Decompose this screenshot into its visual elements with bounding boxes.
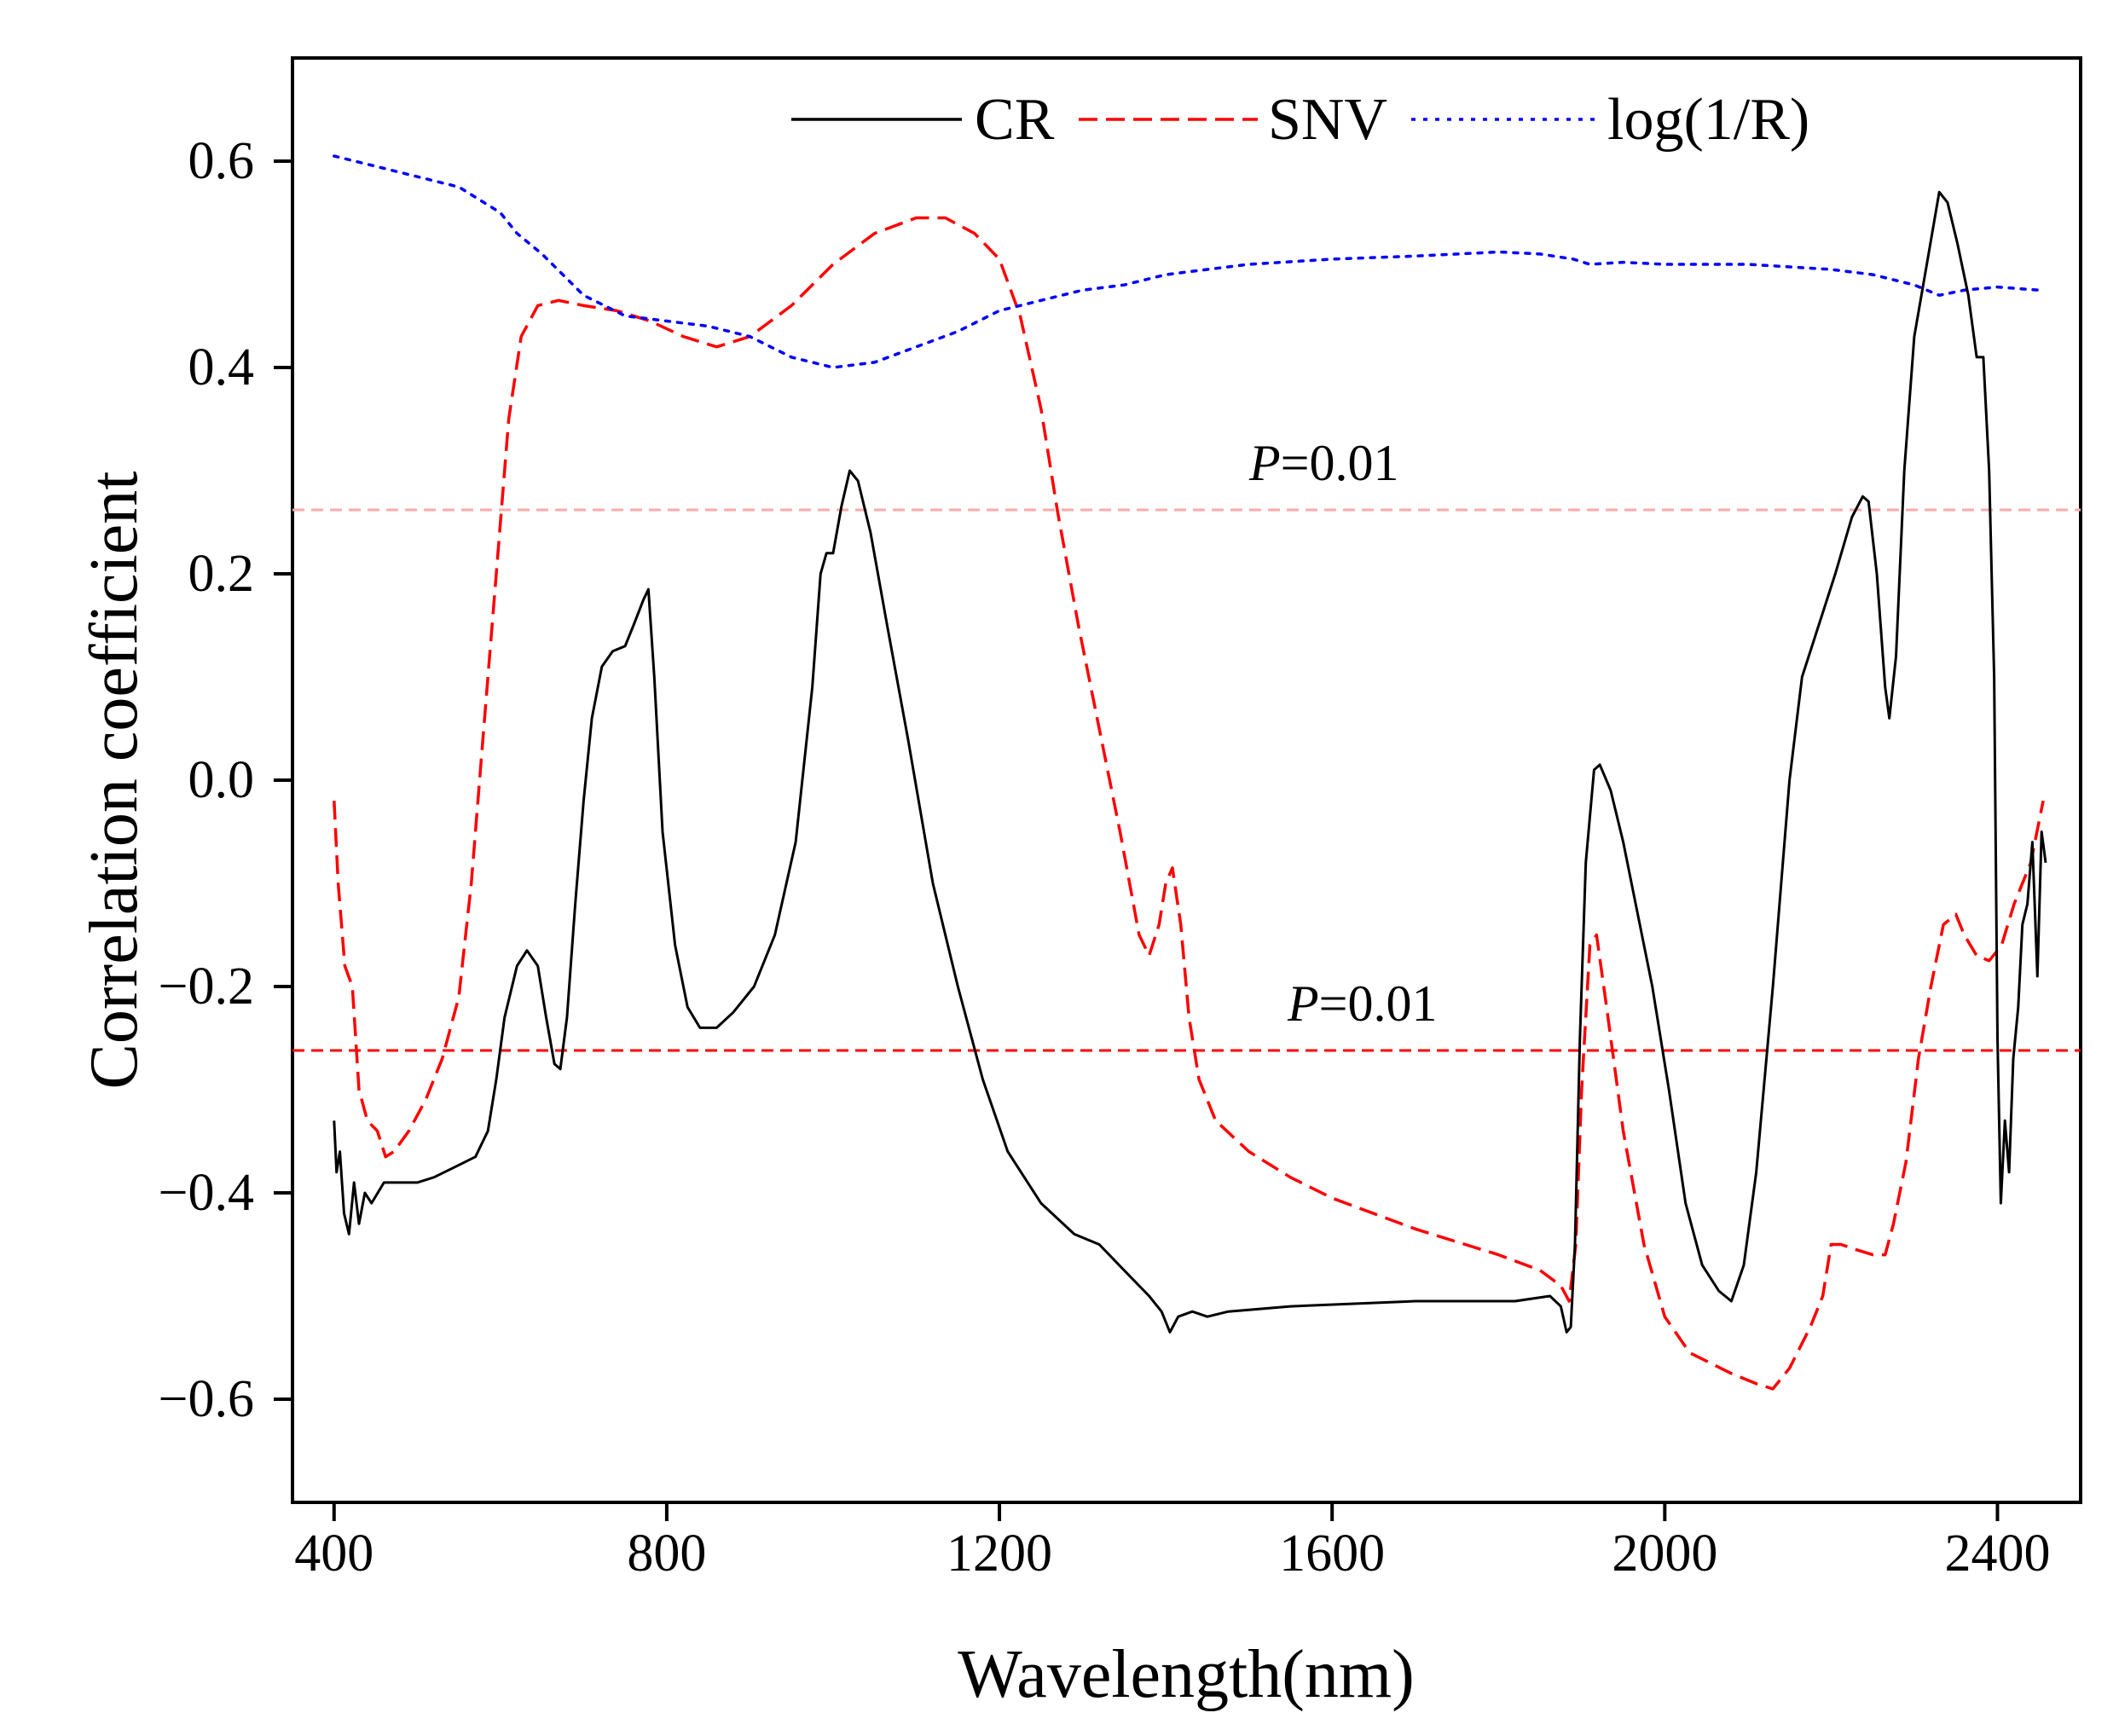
y-tick-label: −0.6 bbox=[159, 1370, 254, 1428]
legend-label: SNV bbox=[1268, 87, 1387, 153]
series-lines bbox=[333, 154, 2047, 1391]
series-line-log1r bbox=[333, 154, 2041, 369]
legend-label: CR bbox=[975, 87, 1055, 153]
y-tick-label: −0.4 bbox=[159, 1164, 254, 1222]
y-tick-label: 0.4 bbox=[188, 339, 255, 396]
x-axis-title: Wavelength(nm) bbox=[958, 1637, 1415, 1712]
x-tick-label: 1600 bbox=[1279, 1525, 1385, 1583]
reference-label: P=0.01 bbox=[1248, 435, 1399, 491]
x-tick-label: 400 bbox=[294, 1525, 373, 1583]
y-tick-label: 0.2 bbox=[188, 545, 255, 603]
reference-label: P=0.01 bbox=[1287, 975, 1438, 1032]
x-tick-label: 2400 bbox=[1944, 1525, 2050, 1583]
y-axis-title: Correlation coefficient bbox=[77, 472, 152, 1090]
x-tick-label: 2000 bbox=[1612, 1525, 1717, 1583]
x-tick-label: 1200 bbox=[947, 1525, 1052, 1583]
legend: CR SNV log(1/R) bbox=[791, 87, 1809, 153]
y-tick-label: 0.0 bbox=[188, 751, 255, 809]
legend-label: log(1/R) bbox=[1607, 87, 1809, 153]
series-line-snv bbox=[333, 216, 2045, 1391]
y-tick-label: 0.6 bbox=[188, 132, 255, 190]
axis-ticks: 400 800 1200 1600 2000 2400 −0.6 −0.4 −0.2 0.0 0.2… bbox=[159, 132, 2051, 1583]
y-tick-label: −0.2 bbox=[159, 958, 254, 1016]
reference-lines: P=0.01 P=0.01 bbox=[292, 435, 2081, 1052]
x-tick-label: 800 bbox=[627, 1525, 706, 1583]
series-line-cr bbox=[333, 190, 2047, 1334]
